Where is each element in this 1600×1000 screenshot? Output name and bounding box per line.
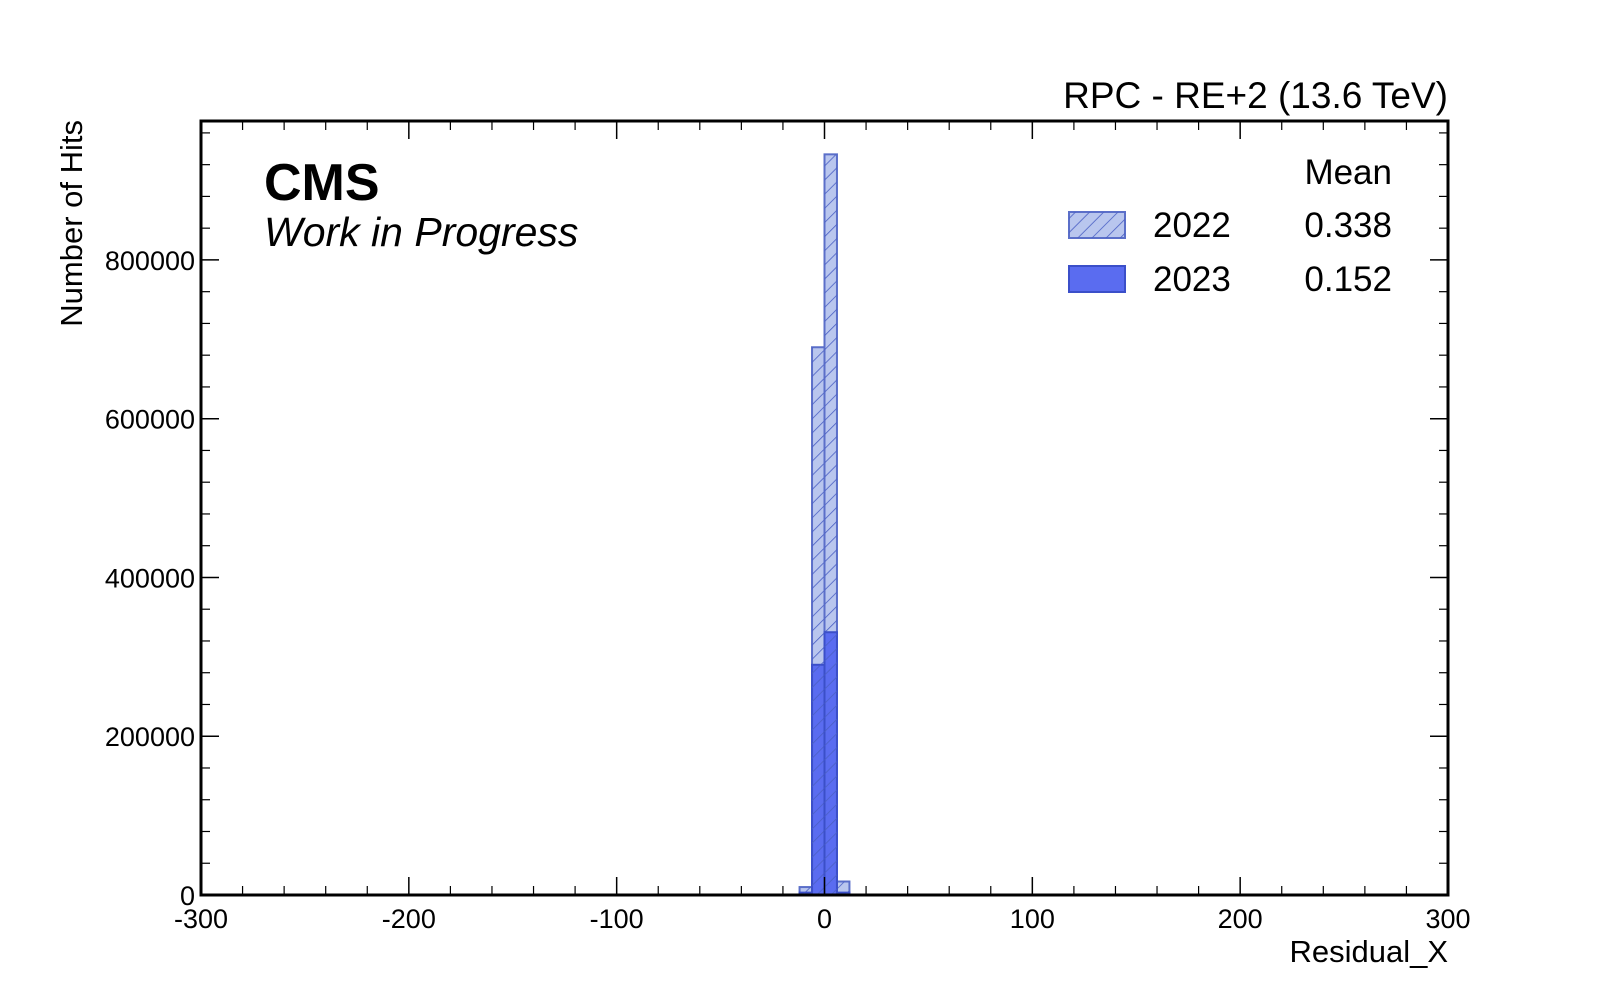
x-tick-label: -200 [382,904,436,934]
y-tick-label: 200000 [105,722,195,752]
legend-mean: 0.152 [1304,260,1392,299]
cms-sublabel: Work in Progress [264,209,578,255]
legend-swatch-hatch [1069,212,1125,238]
x-tick-label: 0 [817,904,832,934]
legend: Mean 2022 0.338 2023 0.152 [1068,153,1392,299]
y-tick-label: 600000 [105,405,195,435]
legend-entry-2022: 2022 0.338 [1068,206,1392,245]
y-tick-label: 400000 [105,563,195,593]
bar-hatch [799,887,813,895]
x-tick-label: -300 [174,904,228,934]
x-tick-label: 100 [1010,904,1055,934]
x-tick-label: 300 [1425,904,1470,934]
y-axis-ticks: 0 200000 400000 600000 800000 [105,132,1448,911]
legend-entry-2023: 2023 0.152 [1068,260,1392,299]
y-axis-label: Number of Hits [54,120,89,327]
y-tick-label: 0 [180,881,195,911]
bar-2023-2 [823,631,838,897]
bar-hatch [824,632,837,895]
x-axis-label: Residual_X [1289,934,1448,969]
histogram-bars [798,153,851,897]
x-tick-label: -100 [590,904,644,934]
header-label: RPC - RE+2 (13.6 TeV) [1063,75,1448,116]
legend-label: 2022 [1153,206,1231,245]
legend-swatch [1068,265,1126,293]
y-tick-label: 800000 [105,246,195,276]
x-tick-label: 200 [1218,904,1263,934]
bar-hatch [812,664,825,895]
cms-label: CMS [264,154,380,212]
legend-mean: 0.338 [1304,206,1392,245]
legend-header: Mean [1304,153,1392,192]
legend-label: 2023 [1153,260,1231,299]
x-axis-ticks: -300 -200 -100 0 100 200 300 [174,121,1471,934]
bar-2023-1 [811,663,826,896]
